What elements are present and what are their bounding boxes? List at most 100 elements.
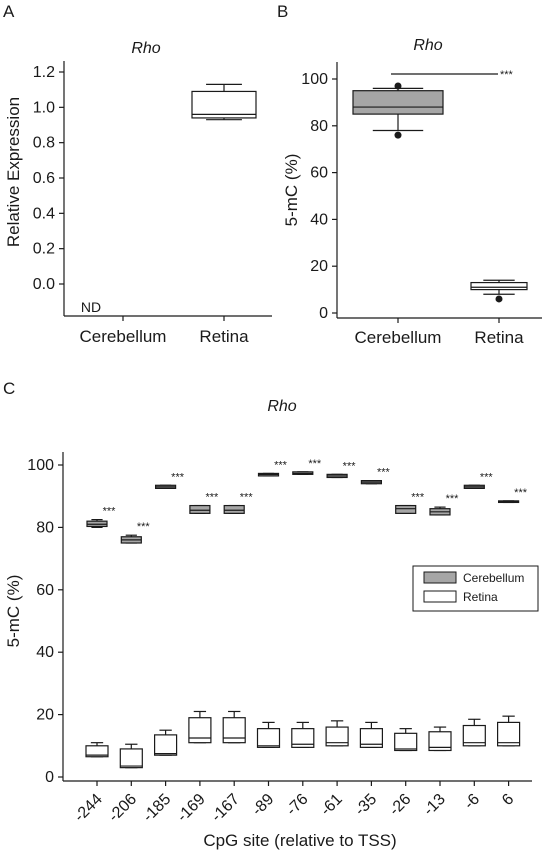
panel-c-box-retina [119,743,143,769]
panel-c-xtick-label: -26 [386,791,414,819]
panel-c-xtick-label: -167 [208,791,243,826]
panel-c-box-retina [188,710,212,744]
panel-c-box-retina [394,728,418,752]
box-iqr [154,734,178,756]
panel-c-xtick-label: -76 [283,791,311,819]
panel-b-box-retina [470,279,528,303]
panel-c-xlabel: CpG site (relative to TSS) [203,831,396,850]
panel-c-xtick-label: 6 [499,791,517,809]
panel-c-significance-stars: *** [274,459,288,471]
box-iqr [119,748,143,769]
panel-c-box-retina [497,715,521,747]
panel-c-xtick-label: -169 [174,791,209,826]
box-iqr [395,504,417,514]
panel-b-ytick-label: 20 [310,258,328,275]
panel-c-box-cerebellum [360,480,382,485]
panel-b-ytick-label: 80 [310,118,328,135]
box-iqr [222,717,246,744]
panel-c-box-retina [291,721,315,748]
panel-a-ytick-label: 0.0 [33,276,55,293]
panel-a-ytick-label: 1.0 [33,99,55,116]
panel-c-significance-stars: *** [446,493,460,505]
panel-c-box-cerebellum [155,484,177,489]
panel-c-box-retina [428,726,452,752]
panel-a-xtick-label: Retina [199,327,249,346]
box-iqr [189,504,211,514]
legend: Cerebellum Retina [412,565,539,612]
panel-b-xtick-label: Cerebellum [355,328,442,347]
panel-c-significance-stars: *** [377,467,391,479]
outlier-point [495,295,503,303]
panel-c-box-cerebellum [326,473,348,479]
panel-b-ytick-label: 100 [301,71,328,88]
box-iqr [359,728,383,748]
legend-label-retina: Retina [463,590,498,604]
legend-swatch-retina [423,590,457,603]
legend-swatch-cerebellum [423,571,457,584]
panel-c-box-cerebellum [120,534,142,544]
panel-a-title: Rho [131,40,160,57]
panel-c-box-cerebellum [223,504,245,514]
panel-c-xtick-label: -13 [420,791,448,819]
panel-c-ylabel: 5-mC (%) [4,575,23,648]
panel-c-box-cerebellum [429,506,451,516]
panel-c-ytick-label: 0 [45,769,54,786]
panel-c-significance-stars: *** [514,487,528,499]
panel-c-box-retina [222,710,246,744]
panel-c-xtick-label: -206 [105,791,140,826]
box-iqr [191,90,257,119]
panel-a-letter: A [3,2,15,21]
panel-a-ytick-label: 0.2 [33,241,55,258]
significance-stars: *** [500,69,514,81]
panel-b-ytick-label: 60 [310,165,328,182]
panel-c-title: Rho [267,398,296,415]
panel-c-box-retina [154,729,178,756]
panel-c-box-retina [325,720,349,747]
legend-label-cerebellum: Cerebellum [463,571,524,585]
panel-c-significance-stars: *** [343,460,357,472]
panel-c-significance-stars: *** [137,521,151,533]
box-iqr [223,504,245,514]
panel-c-xtick-label: -244 [71,791,106,826]
box-iqr [256,728,281,748]
box-iqr [428,731,452,752]
panel-a-ytick-label: 1.2 [33,64,55,81]
panel-c-box-retina [359,721,383,748]
outlier-point [394,82,402,90]
box-iqr [497,721,521,747]
panel-c-significance-stars: *** [480,471,494,483]
panel-c-xtick-label: -61 [318,791,346,819]
panel-c-box-cerebellum [463,484,485,489]
outlier-point [394,131,402,139]
box-iqr [291,728,315,748]
panel-c-significance-stars: *** [103,506,117,518]
panel-b-ylabel: 5-mC (%) [282,154,301,227]
panel-c-xtick-label: -89 [249,791,277,819]
panel-c-ytick-label: 60 [36,582,54,599]
panel-c-box-cerebellum [257,472,280,477]
panel-c-box-cerebellum [395,504,417,514]
panel-c-xtick-label: -6 [461,791,483,813]
panel-c-significance-stars: *** [205,492,219,504]
panel-c-significance-stars: *** [171,471,185,483]
panel-a-box-retina [191,83,257,121]
panel-c-ytick-label: 100 [27,457,54,474]
panel-a-ytick-label: 0.8 [33,135,55,152]
panel-c-box-cerebellum [189,504,211,514]
panel-c-xtick-label: -35 [352,791,380,819]
panel-a-ytick-label: 0.6 [33,170,55,187]
panel-a-ytick-label: 0.4 [33,205,55,222]
panel-b-letter: B [277,2,288,21]
panel-c-xtick-label: -185 [140,791,175,826]
panel-c-significance-stars: *** [411,492,425,504]
panel-a-ylabel: Relative Expression [4,97,23,247]
box-iqr [188,717,212,744]
panel-b-xtick-label: Retina [474,328,524,347]
panel-c-ytick-label: 80 [36,519,54,536]
panel-b-ytick-label: 40 [310,211,328,228]
panel-c-box-cerebellum [292,471,314,475]
panel-c-box-retina [85,742,109,758]
box-iqr [352,90,444,115]
box-iqr [325,726,349,747]
